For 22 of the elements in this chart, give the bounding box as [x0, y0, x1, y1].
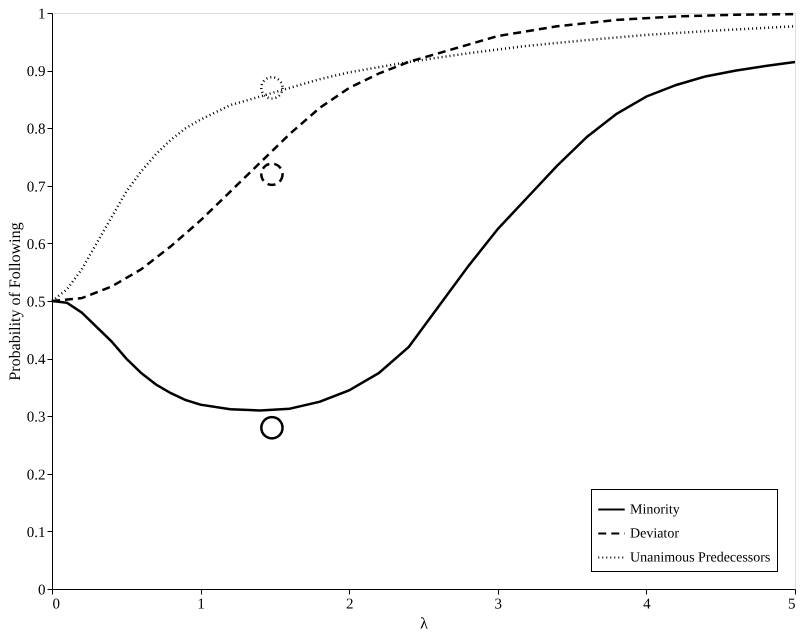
y-tick-label: 0.3: [26, 410, 46, 426]
y-tick-label: 0.7: [26, 179, 46, 196]
y-tick-label: 0.8: [26, 122, 46, 138]
x-tick-label: 1: [197, 596, 205, 612]
x-axis-title: λ: [420, 616, 428, 632]
y-axis-title: Probability of Following: [6, 222, 24, 381]
legend-label: Minority: [630, 502, 680, 518]
legend-label: Unanimous Predecessors: [630, 550, 770, 566]
x-tick-label: 5: [788, 596, 796, 612]
x-tick-label: 2: [346, 596, 354, 612]
y-tick-label: 0: [38, 582, 46, 598]
legend-label: Deviator: [630, 526, 680, 542]
y-tick-label: 0.6: [26, 236, 46, 253]
x-tick-label: 4: [643, 596, 652, 612]
y-tick-label: 0.2: [26, 467, 46, 484]
y-tick-label: 0.1: [26, 524, 46, 541]
x-tick-label: 0: [52, 596, 60, 612]
y-tick-label: 0.5: [26, 294, 46, 310]
y-tick-label: 0.9: [26, 64, 46, 80]
x-tick-label: 3: [494, 596, 502, 612]
y-tick-label: 1: [38, 6, 46, 22]
y-tick-label: 0.4: [26, 352, 46, 368]
